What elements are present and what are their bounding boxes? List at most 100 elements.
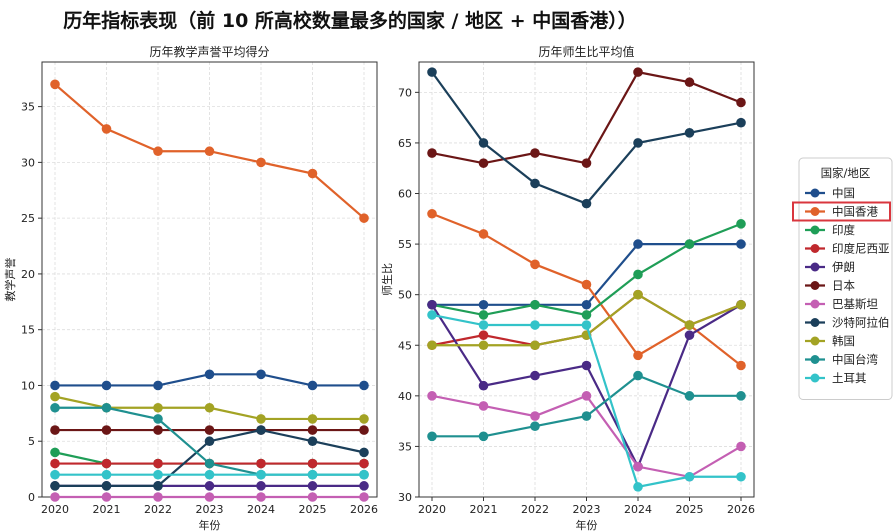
chart2-data-point [633,289,643,300]
chart2-data-point [530,148,540,158]
chart2-ytick-label: 50 [398,289,412,302]
chart2-ytick-label: 65 [398,137,412,150]
chart2-data-point [736,360,746,371]
chart1-data-point [204,402,215,413]
chart1-data-point [101,402,112,413]
chart1-data-point [359,380,369,391]
chart2-data-point [684,239,695,249]
chart2-data-point [478,299,489,310]
chart1-data-point [256,425,266,435]
chart1-data-point [307,436,318,447]
chart2-data-point [633,350,643,361]
legend-label: 韩国 [832,334,855,348]
chart1-data-point [101,458,112,469]
chart2-xtick-label: 2023 [573,503,601,516]
chart2-data-point [633,138,643,148]
chart1-ytick-label: 5 [28,435,35,448]
chart2-data-point [581,279,592,290]
legend-title: 国家/地区 [821,166,871,180]
legend-label: 印度尼西亚 [832,242,890,256]
chart2-data-point [736,97,746,108]
chart2-data-point [530,411,540,421]
chart2-data-point [427,148,437,158]
chart2-data-point [736,391,746,401]
chart1-data-point [50,492,60,502]
chart2-data-point [427,391,437,401]
chart2-data-point [478,229,489,239]
chart2-data-point [478,330,489,340]
chart1-xtick-label: 2024 [247,503,275,516]
chart2-data-point [736,299,746,310]
chart1-data-point [50,391,60,402]
chart2-data-point [427,208,437,219]
chart2-data-point [684,330,695,340]
chart2-data-point [684,391,695,401]
chart2-data-point [581,411,592,421]
chart1-data-point [204,436,215,447]
chart1-data-point [256,469,266,480]
chart1-data-point [307,380,318,391]
chart2-data-point [684,320,695,330]
chart2-data-point [478,158,489,168]
chart1-data-point [50,402,60,413]
chart1-data-point [204,369,215,380]
chart2-xtick-label: 2025 [676,503,704,516]
chart1-data-point [50,380,60,391]
chart1-ytick-label: 20 [21,268,35,281]
chart1-data-point [359,492,369,502]
chart1-data-point [359,425,369,435]
chart2-data-point [581,198,592,209]
legend-label: 中国香港 [832,205,878,219]
chart2-ytick-label: 60 [398,188,412,201]
chart1-ytick-label: 15 [21,324,35,337]
chart1-xtick-label: 2023 [196,503,224,516]
chart1-data-point [101,469,112,480]
chart2-data-point [581,310,592,320]
chart2-data-point [633,370,643,381]
chart1-data-point [307,469,318,480]
chart1-xtick-label: 2026 [350,503,378,516]
chart1-data-point [101,481,112,491]
chart2-xtick-label: 2024 [624,503,652,516]
chart1-data-point [153,469,163,480]
chart2-data-point [427,431,437,442]
chart1-data-point [153,458,163,469]
chart1-data-point [307,481,318,491]
chart1-data-point [359,414,369,424]
chart1-data-point [256,414,266,424]
chart1-data-point [359,469,369,480]
legend-swatch-marker [810,373,820,383]
chart2-ylabel: 师生比 [380,263,394,296]
chart1-data-point [204,481,215,491]
chart1-data-point [307,458,318,469]
legend-swatch-marker [810,281,820,290]
chart1-xtick-label: 2021 [93,503,121,516]
chart1-data-point [153,402,163,413]
chart1-data-point [50,469,60,480]
legend-swatch-marker [810,188,820,198]
chart2-ytick-label: 35 [398,440,412,453]
chart1-ytick-label: 0 [28,491,35,504]
chart2-ytick-label: 40 [398,390,412,403]
chart2-data-point [530,421,540,431]
legend-box [798,157,893,400]
chart2-data-point [581,320,592,330]
legend-label: 印度 [832,223,855,237]
chart1-data-point [256,492,266,502]
legend-label: 中国 [832,186,855,200]
chart2-data-point [530,178,540,189]
chart1-data-point [307,168,318,179]
chart2-data-point [427,310,437,320]
chart1-data-point [101,380,112,391]
chart1-data-point [50,458,60,469]
chart2-data-point [478,431,489,442]
chart2-title: 历年师生比平均值 [538,44,634,59]
chart1-ylabel: 教学声誉 [3,258,17,302]
chart1-data-point [204,425,215,435]
chart1-title: 历年教学声誉平均得分 [149,44,269,59]
chart2-data-point [684,471,695,482]
chart2-data-point [684,77,695,88]
chart2-data-point [633,461,643,472]
chart2-data-point [633,67,643,77]
